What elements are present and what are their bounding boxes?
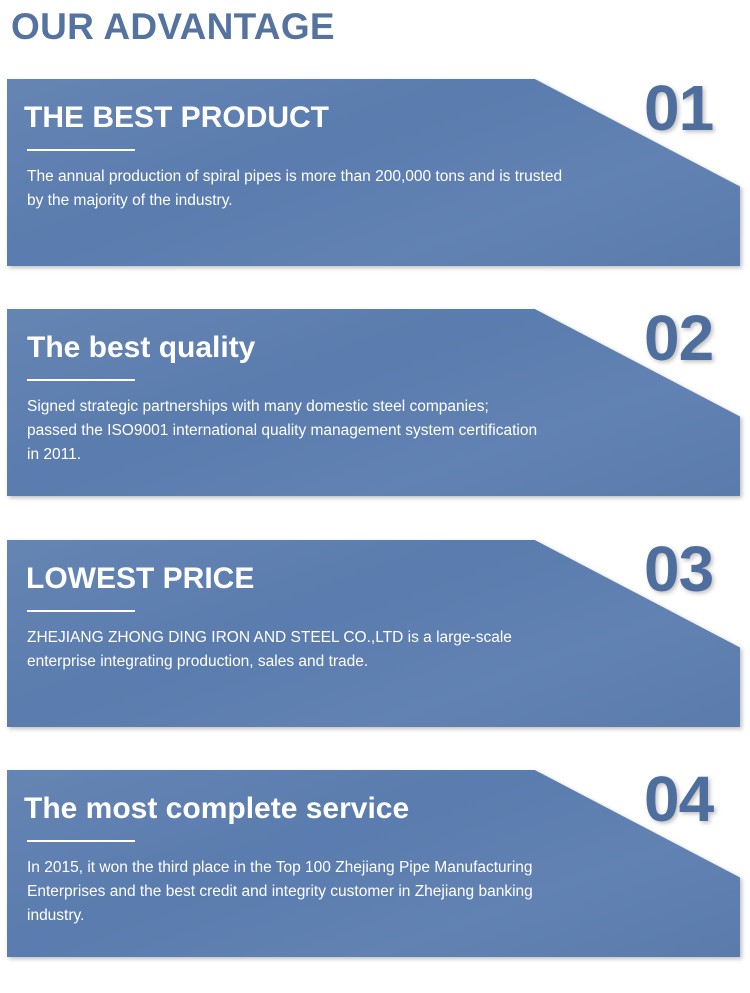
card-heading: THE BEST PRODUCT [24, 101, 330, 134]
card-number: 02 [644, 302, 714, 374]
card-text: ZHEJIANG ZHONG DING IRON AND STEEL CO.,L… [27, 629, 512, 670]
heading-underline [27, 149, 135, 151]
card-heading: The most complete service [24, 792, 410, 825]
card-number: 01 [644, 72, 714, 144]
card-number: 04 [644, 763, 714, 835]
card-number: 03 [644, 533, 714, 605]
advantage-card-3: 03 LOWEST PRICE ZHEJIANG ZHONG DING IRON… [7, 533, 740, 727]
heading-underline [27, 379, 135, 381]
advantage-card-4: 04 The most complete service In 2015, it… [7, 763, 740, 957]
card-heading: LOWEST PRICE [26, 562, 255, 595]
advantage-card-1: 01 THE BEST PRODUCT The annual productio… [7, 72, 740, 266]
card-text: In 2015, it won the third place in the T… [27, 859, 533, 924]
card-text: Signed strategic partnerships with many … [27, 398, 538, 463]
advantage-card-2: 02 The best quality Signed strategic par… [7, 302, 740, 496]
card-text: The annual production of spiral pipes is… [27, 168, 563, 209]
heading-underline [27, 610, 135, 612]
card-heading: The best quality [27, 331, 256, 364]
heading-underline [27, 840, 135, 842]
page-title: OUR ADVANTAGE [11, 6, 335, 47]
